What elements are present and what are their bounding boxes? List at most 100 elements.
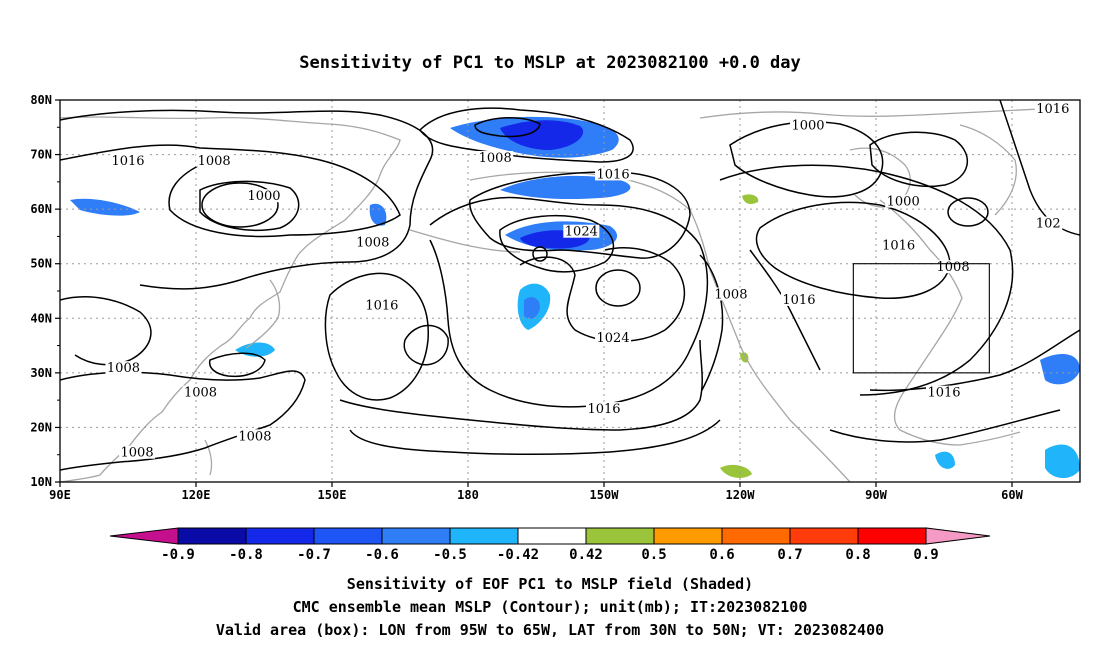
contour-1016-asia	[60, 109, 434, 290]
contour-1016-east-na	[719, 164, 1014, 396]
contour-label: 1008	[184, 386, 217, 401]
contour-1016-mid-asia	[60, 296, 152, 366]
contour-low-siberia	[201, 182, 279, 228]
contour-1024-high-north	[499, 214, 615, 273]
contour-label: 1016	[782, 293, 815, 308]
lon-tick-label: 60W	[1001, 488, 1023, 502]
colorbar-label: 0.7	[777, 547, 802, 563]
contour-1016-gulf	[469, 171, 691, 259]
colorbar: -0.9 -0.8 -0.7 -0.6 -0.5 -0.42 0.42 0.5 0.6 0.7 0.…	[109, 527, 991, 563]
coastline-greenland	[959, 124, 1017, 216]
contour-label-bg	[712, 287, 749, 301]
colorbar-segment	[177, 527, 247, 545]
coastline-alaska-east	[469, 171, 851, 482]
shading-positive-baja	[740, 352, 749, 363]
shading-positive-mexico	[720, 464, 752, 478]
latitude-axis: 80N 70N 60N 50N 40N 30N 20N 10N	[30, 93, 60, 489]
lat-tick-label: 30N	[30, 366, 52, 380]
contour-label: 1016	[587, 402, 620, 417]
colorbar-segment	[585, 527, 655, 545]
colorbar-segment	[517, 527, 587, 545]
lat-tick-label: 60N	[30, 202, 52, 216]
contour-label: 1008	[356, 236, 389, 251]
contour-1016-gulf-south	[829, 409, 1061, 443]
lon-tick-label: 120E	[182, 488, 211, 502]
contour-label: 1008	[121, 446, 154, 461]
contour-low-bering	[474, 117, 541, 138]
contour-1016-pacific-far	[349, 419, 721, 455]
contour-label: 1008	[107, 361, 140, 376]
contour-label: 1016	[1036, 102, 1069, 117]
contour-1008-asia-inner	[208, 352, 266, 378]
colorbar-segment	[789, 527, 859, 545]
contour-label: 1016	[365, 298, 398, 313]
contour-1008-canada	[755, 201, 951, 299]
figure-title: Sensitivity of PC1 to MSLP at 2023082100…	[299, 53, 801, 73]
lon-tick-label: 150W	[590, 488, 620, 502]
contour-center-small	[532, 246, 548, 262]
lat-tick-label: 20N	[30, 420, 52, 434]
shading-negative-core	[500, 120, 584, 150]
colorbar-label: -0.42	[497, 547, 539, 563]
contour-label-bg	[236, 429, 273, 443]
contour-label-layer: 1016 1008 1000 1008 1016 1008 1008 1008 1008 1008…	[105, 101, 1071, 461]
colorbar-high-triangle	[925, 527, 991, 545]
contour-1000-labrador	[869, 131, 969, 188]
colorbar-label: -0.9	[161, 547, 195, 563]
contour-label: 1016	[597, 167, 630, 182]
contour-label-bg	[880, 238, 917, 252]
contour-label: 1008	[937, 260, 970, 275]
coastline-aleutians	[409, 229, 521, 253]
contour-1008-asia-south	[60, 370, 306, 471]
sensitivity-map: 1016 1008 1000 1008 1016 1008 1008 1008 1008 1008…	[30, 93, 1081, 502]
colorbar-segment	[449, 527, 519, 545]
lat-tick-label: 10N	[30, 475, 52, 489]
contour-label-bg	[354, 235, 391, 249]
graticule	[60, 100, 1080, 482]
shading-positive-canada	[742, 194, 759, 204]
contour-label: 1008	[479, 151, 512, 166]
colorbar-label: 0.9	[913, 547, 938, 563]
contour-label: 1000	[247, 189, 280, 204]
coastline-arctic	[699, 107, 1061, 119]
contour-label: 1016	[927, 386, 960, 401]
contour-low-greenland	[947, 197, 989, 227]
contour-label-bg	[1034, 216, 1063, 230]
contour-label-bg	[563, 224, 600, 238]
coastline-philippines	[204, 439, 213, 476]
lon-tick-label: 90W	[865, 488, 887, 502]
contour-label-bg	[790, 118, 826, 132]
contour-label: 1008	[198, 154, 231, 169]
contour-label-bg	[595, 167, 632, 181]
shading-negative-gulf-alaska	[500, 175, 631, 200]
contour-label: 1008	[714, 287, 747, 302]
contour-label: 1000	[887, 195, 920, 210]
contour-label: 1016	[882, 238, 915, 253]
contour-1016-west-pacific	[324, 272, 429, 401]
contour-label: 1016	[111, 154, 144, 169]
colorbar-segment	[245, 527, 315, 545]
contour-label: 1024	[565, 225, 598, 240]
contour-1008-asia-north	[60, 144, 401, 238]
colorbar-label: -0.5	[433, 547, 467, 563]
contour-low-mid-pacific	[403, 324, 449, 366]
contour-label: 1008	[238, 429, 271, 444]
colorbar-segment	[721, 527, 791, 545]
shading-negative-atlantic	[1040, 354, 1080, 385]
shading-negative-caribbean	[1045, 444, 1080, 479]
contour-label-bg	[885, 194, 922, 208]
contour-label: 1024	[597, 331, 630, 346]
lon-tick-label: 90E	[49, 488, 71, 502]
lat-tick-label: 70N	[30, 148, 52, 162]
lon-tick-label: 150E	[318, 488, 347, 502]
contour-label-bg	[196, 153, 233, 167]
lat-tick-label: 40N	[30, 311, 52, 325]
caption-line-1: Sensitivity of EOF PC1 to MSLP field (Sh…	[347, 575, 753, 593]
lon-tick-label: 180	[457, 488, 479, 502]
colorbar-label: 0.6	[709, 547, 734, 563]
contour-1008-west-us	[699, 254, 724, 391]
caption-line-3: Valid area (box): LON from 95W to 65W, L…	[216, 621, 884, 639]
contour-label: 102	[1036, 217, 1061, 232]
lat-tick-label: 80N	[30, 93, 52, 107]
colorbar-segment	[381, 527, 451, 545]
